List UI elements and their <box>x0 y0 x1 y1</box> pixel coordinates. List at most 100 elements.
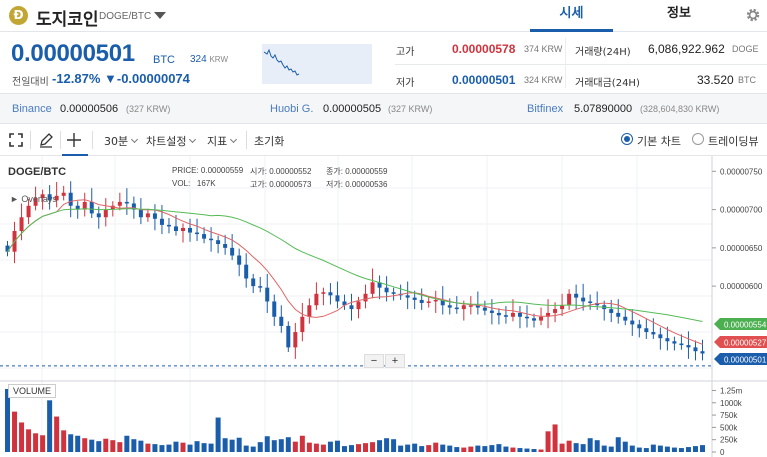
exchange-name-binance[interactable]: Binance <box>12 103 52 115</box>
volume-bar <box>82 438 88 452</box>
candlestick-chart[interactable]: 0.00000750 0.00000700 0.00000650 0.00000600… <box>0 156 767 457</box>
candle-body <box>686 345 691 348</box>
candle-body <box>131 203 136 210</box>
low-value: 0.00000501 <box>452 73 516 87</box>
volume-bar <box>517 448 523 452</box>
tab-market[interactable]: 시세 <box>530 0 613 32</box>
volume-bar <box>103 438 109 452</box>
tab-info[interactable]: 정보 <box>667 6 691 21</box>
zoom-out-button[interactable]: − <box>364 354 384 368</box>
volume-bar <box>138 440 144 452</box>
dogecoin-logo-icon: Đ <box>9 6 28 25</box>
chart-settings-menu[interactable]: 차트설정 <box>146 133 197 149</box>
volume-bar <box>419 446 425 452</box>
candle-body <box>209 238 214 241</box>
volume-bar <box>236 437 242 452</box>
volume-bar <box>461 447 467 452</box>
volume-bar <box>594 440 600 452</box>
candle-body <box>532 318 537 321</box>
candle-body <box>19 217 24 232</box>
crosshair-icon[interactable] <box>66 132 82 148</box>
volume-tick-label: 1.25m <box>720 386 743 395</box>
volume-bar <box>215 417 221 452</box>
price-summary: 0.00000501 BTC 324 KRW 전일대비 -12.87% ▼-0.… <box>0 32 767 94</box>
coin-pair[interactable]: DOGE/BTC <box>99 11 152 22</box>
volume-bar <box>40 435 46 452</box>
tradingview-label[interactable]: 트레이딩뷰 <box>708 135 759 148</box>
candle-body <box>651 332 656 335</box>
price-tick-label: 0.00000700 <box>720 206 763 215</box>
fullscreen-icon[interactable] <box>8 132 24 148</box>
stat-row-divider <box>395 64 767 65</box>
volume-bar <box>405 444 411 452</box>
overlays-toggle[interactable]: ► Overlays <box>10 194 57 204</box>
exchange-price-huobi: 0.00000505 <box>323 103 382 115</box>
volume-bar <box>391 439 397 452</box>
volume-bar <box>566 440 572 452</box>
tradingview-radio[interactable] <box>692 133 704 145</box>
volume-bar <box>447 445 453 452</box>
volume-bar <box>608 446 614 452</box>
chart-toolbar: 30분 차트설정 지표 초기화 기본 차트 트레이딩뷰 <box>0 124 767 156</box>
gear-icon[interactable] <box>745 7 761 23</box>
volume-bar <box>468 446 474 452</box>
ohlc-price: PRICE: 0.00000559 <box>172 166 244 175</box>
candle-body <box>47 194 52 201</box>
candle-body <box>496 312 501 316</box>
volume-tick-label: 0 <box>720 448 725 457</box>
volume-bar <box>327 441 333 452</box>
volume-bar <box>26 429 32 452</box>
volume-bar <box>341 446 347 452</box>
coin-select-caret-icon[interactable] <box>154 12 166 19</box>
volume-bar <box>131 439 137 452</box>
current-price: 0.00000501 <box>11 40 135 67</box>
exchange-name-bitfinex[interactable]: Bitfinex <box>527 103 564 115</box>
volume-bar <box>110 440 116 452</box>
candle-body <box>251 278 256 287</box>
candle-body <box>188 227 193 233</box>
candle-body <box>286 325 291 348</box>
price-chart-area[interactable]: 0.00000750 0.00000700 0.00000650 0.00000600… <box>0 156 767 457</box>
volume-label: 거래량(24H) <box>575 47 631 58</box>
volume-bar <box>257 442 263 452</box>
volume-bar <box>250 446 256 452</box>
basic-chart-radio[interactable] <box>621 133 633 145</box>
candle-body <box>61 192 66 196</box>
current-price-unit: BTC <box>153 54 175 66</box>
pencil-icon[interactable] <box>38 132 54 148</box>
candle-body <box>637 324 642 329</box>
candle-body <box>124 201 129 204</box>
volume-bar <box>348 445 354 452</box>
candle-body <box>461 305 466 310</box>
volume-bar <box>334 440 340 452</box>
volume-bar <box>545 431 551 452</box>
current-price-krw: 324 KRW <box>190 54 228 65</box>
volume-bar <box>271 440 277 452</box>
exchange-krw-bitfinex: (328,604,830 KRW) <box>640 104 720 114</box>
exchange-krw-binance: (327 KRW) <box>126 104 171 114</box>
candle-body <box>665 338 670 342</box>
interval-select[interactable]: 30분 <box>104 133 139 149</box>
price-tick-label: 0.00000750 <box>720 167 763 176</box>
volume-bar <box>503 446 509 452</box>
coin-name[interactable]: 도지코인 <box>36 10 99 30</box>
volume-bar <box>201 443 207 452</box>
reset-button[interactable]: 초기화 <box>254 135 285 148</box>
volume-bar <box>601 445 607 452</box>
volume-bar <box>166 444 172 452</box>
volume-bar <box>524 448 530 452</box>
volume-bar <box>412 443 418 452</box>
zoom-in-button[interactable]: + <box>385 354 405 368</box>
candle-body <box>377 282 382 288</box>
basic-chart-label[interactable]: 기본 차트 <box>637 135 681 148</box>
exchange-name-huobi[interactable]: Huobi G. <box>270 103 314 115</box>
indicators-menu[interactable]: 지표 <box>207 133 238 149</box>
volume-bar <box>159 445 165 452</box>
candle-body <box>391 292 396 294</box>
volume-bar <box>299 435 305 452</box>
candle-body <box>510 312 515 317</box>
candle-body <box>272 301 277 317</box>
change-absolute: ▼-0.00000074 <box>104 71 190 86</box>
candle-body <box>517 312 522 317</box>
volume-bar <box>124 435 130 452</box>
